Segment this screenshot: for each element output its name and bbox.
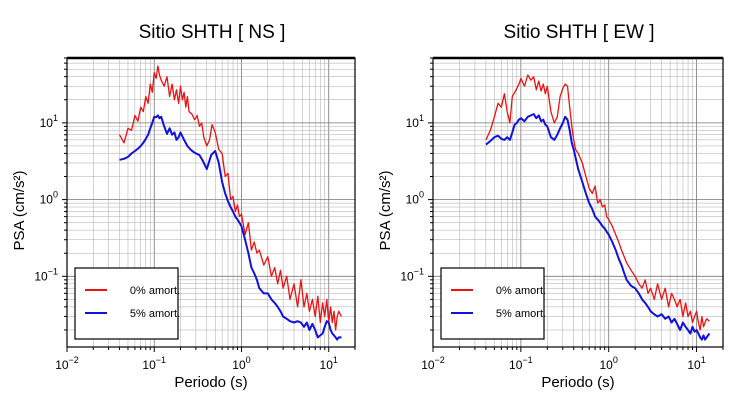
legend-box: [74, 267, 179, 340]
legend-label: 0% amort.: [130, 285, 180, 297]
chart-panel-2: Sitio SHTH [ EW ] 10−2 10−1 100 101 10−1 100 10…: [377, 22, 724, 391]
y-tick-label: 101: [40, 113, 58, 130]
y-tick-label: 10−1: [34, 266, 58, 283]
x-tick-label: 10−1: [509, 355, 533, 372]
x-axis-label: Periodo (s): [174, 374, 247, 391]
y-tick-label: 10−1: [400, 266, 424, 283]
y-tick-label: 100: [406, 190, 424, 207]
series-line-five-damping: [119, 114, 342, 341]
chart-title: Sitio SHTH [ NS ]: [139, 22, 286, 43]
legend-label: 0% amort.: [496, 285, 546, 297]
x-tick-label: 100: [600, 355, 618, 372]
x-tick-label: 101: [687, 355, 705, 372]
legend-label: 5% amort.: [496, 308, 546, 320]
x-tick-label: 10−2: [55, 355, 79, 372]
legend-label: 5% amort.: [130, 308, 180, 320]
legend: 0% amort. 5% amort.: [74, 267, 180, 340]
x-tick-label: 101: [320, 355, 338, 372]
chart-panel-1: Sitio SHTH [ NS ] 10−2 10−1 100 101 10−1 100 10…: [11, 22, 356, 391]
chart-title: Sitio SHTH [ EW ]: [504, 22, 655, 43]
y-axis-label: PSA (cm/s²): [11, 170, 28, 250]
y-tick-label: 100: [40, 190, 58, 207]
series-line-zero-damping: [485, 74, 710, 331]
y-axis-label: PSA (cm/s²): [377, 170, 394, 250]
legend-box: [440, 267, 545, 340]
x-tick-label: 100: [232, 355, 250, 372]
x-tick-label: 10−1: [142, 355, 166, 372]
x-tick-label: 10−2: [421, 355, 445, 372]
y-tick-label: 101: [406, 113, 424, 130]
series-line-five-damping: [485, 113, 711, 341]
legend: 0% amort. 5% amort.: [440, 267, 546, 340]
x-axis-label: Periodo (s): [541, 374, 614, 391]
series-line-zero-damping: [118, 65, 343, 331]
